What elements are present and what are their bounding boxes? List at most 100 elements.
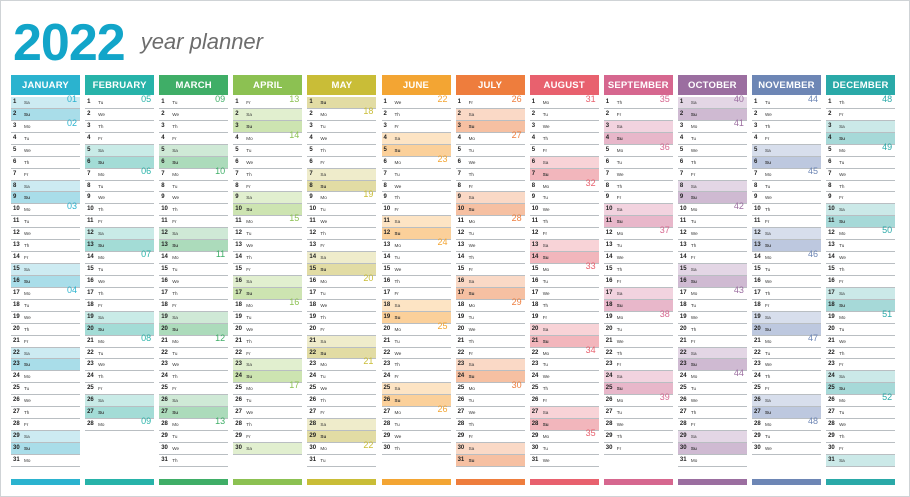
day-row[interactable]: 28 Sa — [307, 419, 377, 432]
day-row[interactable]: 7 We — [826, 169, 896, 181]
day-row[interactable]: 13 Su — [752, 240, 821, 253]
day-row[interactable]: 17 Th — [752, 288, 821, 300]
day-row[interactable]: 23 Fr — [826, 359, 896, 372]
day-row[interactable]: 30 Th — [381, 443, 451, 455]
day-row[interactable]: 3 Su — [455, 120, 525, 133]
day-row[interactable]: 20 Sa — [529, 323, 599, 336]
day-row[interactable]: 16 We — [752, 276, 821, 288]
day-row[interactable]: 25 Su — [603, 383, 673, 396]
day-row[interactable]: 5 We — [677, 145, 747, 157]
day-row[interactable]: 21 Th — [455, 336, 525, 348]
day-row[interactable]: 23 Su — [11, 359, 80, 372]
day-row[interactable]: 26 Sa — [159, 395, 229, 408]
day-row[interactable]: 6 Su — [85, 156, 155, 169]
day-row[interactable]: 8 Th — [603, 181, 673, 193]
day-row[interactable]: 8 Tu — [159, 181, 229, 193]
day-row[interactable]: 9 Su — [677, 192, 747, 205]
day-row[interactable]: 29 Tu — [159, 431, 229, 443]
day-row[interactable]: 11 Tu — [677, 216, 747, 229]
day-row[interactable]: 19 We — [677, 312, 747, 324]
day-row[interactable]: 3 Sa — [826, 120, 896, 133]
day-row[interactable]: 5 Tu — [233, 145, 303, 157]
day-row[interactable]: 16 Su — [11, 275, 80, 288]
day-row[interactable]: 19 We — [11, 312, 80, 324]
day-row[interactable]: 25 Sa — [381, 383, 451, 396]
day-row[interactable]: 2 Fr — [603, 109, 673, 121]
day-row[interactable]: 25 Mo 17 — [233, 380, 303, 396]
day-row[interactable]: 11 Th — [529, 216, 599, 229]
day-row[interactable]: 4 Su — [603, 132, 673, 145]
day-row[interactable]: 30 We — [159, 443, 229, 455]
day-row[interactable]: 2 We — [85, 109, 155, 121]
day-row[interactable]: 12 Mo 37 — [603, 225, 673, 241]
day-row[interactable]: 8 Sa — [677, 180, 747, 193]
day-row[interactable]: 4 Th — [529, 133, 599, 145]
day-row[interactable]: 11 Fr — [752, 216, 821, 229]
day-row[interactable]: 22 Fr — [455, 348, 525, 360]
day-row[interactable]: 29 Th — [603, 431, 673, 443]
day-row[interactable]: 24 Mo 44 — [677, 368, 747, 384]
day-row[interactable]: 3 Mo 02 — [11, 118, 80, 133]
day-row[interactable]: 10 Tu — [307, 204, 377, 217]
day-row[interactable]: 24 Sa — [826, 371, 896, 384]
day-row[interactable]: 5 We — [11, 145, 80, 157]
day-row[interactable]: 19 Sa — [85, 311, 155, 324]
day-row[interactable]: 17 We — [529, 288, 599, 300]
day-row[interactable]: 13 Tu — [826, 240, 896, 253]
day-row[interactable]: 18 Fr — [752, 300, 821, 312]
day-row[interactable]: 26 Sa — [85, 395, 155, 408]
day-row[interactable]: 6 We — [455, 157, 525, 169]
day-row[interactable]: 25 Mo 30 — [455, 380, 525, 396]
day-row[interactable]: 18 Tu — [677, 300, 747, 312]
day-row[interactable]: 17 Sa — [603, 287, 673, 300]
day-row[interactable]: 21 We — [603, 336, 673, 348]
day-row[interactable]: 20 Su — [85, 323, 155, 336]
day-row[interactable]: 8 Th — [826, 181, 896, 193]
day-row[interactable]: 18 Tu — [11, 300, 80, 312]
day-row[interactable]: 7 Mo 06 — [85, 166, 155, 181]
day-row[interactable]: 28 Fr — [677, 419, 747, 432]
day-row[interactable]: 3 Th — [85, 121, 155, 133]
day-row[interactable]: 29 Sa — [677, 431, 747, 443]
day-row[interactable]: 12 We — [11, 228, 80, 241]
day-row[interactable]: 6 Tu — [603, 157, 673, 169]
day-row[interactable]: 19 Mo 51 — [826, 309, 896, 324]
day-row[interactable]: 1 Su — [307, 97, 377, 109]
day-row[interactable]: 17 Su — [233, 287, 303, 300]
day-row[interactable]: 18 Fr — [85, 300, 155, 312]
day-row[interactable]: 22 Mo 34 — [529, 345, 599, 360]
day-row[interactable]: 12 Tu — [233, 228, 303, 241]
day-row[interactable]: 30 Mo 22 — [307, 440, 377, 455]
day-row[interactable]: 2 Tu — [529, 109, 599, 121]
day-row[interactable]: 18 Mo 29 — [455, 297, 525, 312]
day-row[interactable]: 6 Fr — [307, 157, 377, 169]
day-row[interactable]: 25 Fr — [85, 383, 155, 396]
day-row[interactable]: 27 Th — [677, 407, 747, 420]
day-row[interactable]: 9 Th — [381, 192, 451, 205]
day-row[interactable]: 19 Su — [381, 311, 451, 324]
day-row[interactable]: 24 Sa — [603, 371, 673, 384]
day-row[interactable]: 10 Sa — [826, 204, 896, 217]
day-row[interactable]: 9 We — [85, 192, 155, 205]
day-row[interactable]: 21 We — [826, 336, 896, 348]
day-row[interactable]: 18 Fr — [159, 300, 229, 312]
day-row[interactable]: 15 Sa — [11, 264, 80, 276]
day-row[interactable]: 15 Th — [826, 264, 896, 276]
day-row[interactable]: 15 Fr — [455, 264, 525, 276]
day-row[interactable]: 23 Sa — [233, 359, 303, 372]
day-row[interactable]: 13 Th — [677, 240, 747, 253]
day-row[interactable]: 7 Sa — [307, 168, 377, 181]
day-row[interactable]: 19 Sa — [159, 311, 229, 324]
day-row[interactable]: 25 Fr — [752, 383, 821, 396]
day-row[interactable]: 11 Su — [603, 216, 673, 229]
day-row[interactable]: 18 Mo 16 — [233, 297, 303, 312]
day-row[interactable]: 21 Mo 08 — [85, 333, 155, 348]
day-row[interactable]: 5 Sa — [85, 144, 155, 157]
day-row[interactable]: 3 Mo 41 — [677, 118, 747, 133]
day-row[interactable]: 28 We — [603, 419, 673, 432]
day-row[interactable]: 2 We — [159, 109, 229, 121]
day-row[interactable]: 11 Mo 15 — [233, 213, 303, 229]
day-row[interactable]: 17 Mo 04 — [11, 285, 80, 300]
day-row[interactable]: 31 Sa — [826, 454, 896, 467]
day-row[interactable]: 5 Tu — [455, 145, 525, 157]
